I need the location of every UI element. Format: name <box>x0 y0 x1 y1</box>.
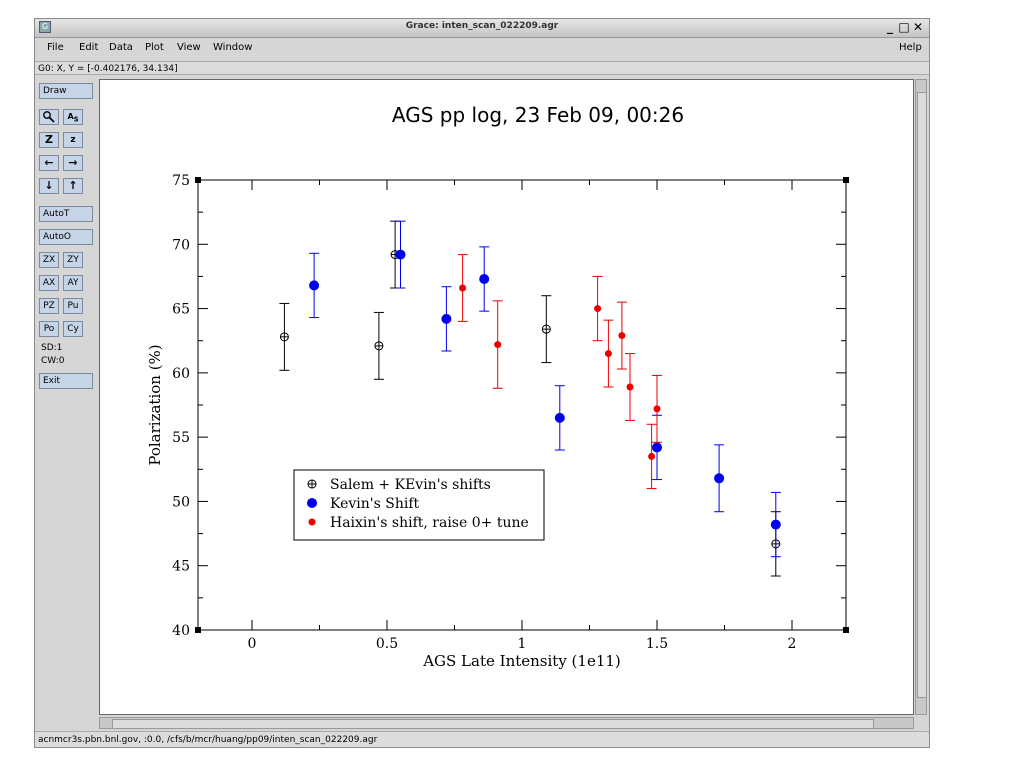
menu-file[interactable]: File <box>47 42 64 53</box>
x-axis-label: AGS Late Intensity (1e11) <box>422 652 621 670</box>
series-2-point <box>594 305 602 313</box>
plot-canvas[interactable]: AGS pp log, 23 Feb 09, 00:26 0 0.5 1 1.5 2 40 4… <box>99 79 914 715</box>
y-axis-label: Polarization (%) <box>146 344 164 465</box>
menu-plot[interactable]: Plot <box>145 42 164 53</box>
zx-button[interactable]: ZX <box>39 252 59 268</box>
ay-button[interactable]: AY <box>63 275 83 291</box>
series-1-point <box>714 473 725 484</box>
x-tick-label: 2 <box>788 636 797 652</box>
autoo-button[interactable]: AutoO <box>39 229 93 245</box>
y-tick-label: 50 <box>172 494 190 510</box>
zy-button[interactable]: ZY <box>63 252 83 268</box>
maximize-icon[interactable]: □ <box>898 20 910 34</box>
x-tick-label: 0.5 <box>376 636 398 652</box>
chart: AGS pp log, 23 Feb 09, 00:26 0 0.5 1 1.5 2 40 4… <box>146 103 849 670</box>
app-icon[interactable]: G <box>39 21 51 33</box>
status-bar: acnmcr3s.pbn.bnl.gov, :0.0, /cfs/b/mcr/h… <box>35 731 929 747</box>
window-title: Grace: inten_scan_022209.agr <box>405 21 559 31</box>
po-button[interactable]: Po <box>39 321 59 337</box>
series-1-point <box>770 519 781 530</box>
menu-help[interactable]: Help <box>899 42 922 53</box>
zoom-icon <box>43 111 55 123</box>
x-tick-label: 1 <box>518 636 527 652</box>
series-1-point <box>479 274 490 284</box>
pz-button[interactable]: PZ <box>39 298 59 314</box>
series-1-point <box>309 280 320 291</box>
autot-button[interactable]: AutoT <box>39 206 93 222</box>
scroll-down-button[interactable]: ↓ <box>39 178 59 194</box>
draw-button[interactable]: Draw <box>39 83 93 99</box>
legend-marker-1 <box>307 498 317 508</box>
minimize-icon[interactable]: _ <box>887 20 893 34</box>
plot-frame <box>197 179 847 631</box>
series-1-point <box>441 313 452 324</box>
x-tick-label: 0 <box>248 636 257 652</box>
chart-title: AGS pp log, 23 Feb 09, 00:26 <box>392 103 684 127</box>
series-2-point <box>653 405 661 413</box>
menu-view[interactable]: View <box>177 42 201 53</box>
current-world-label: CW:0 <box>41 356 65 366</box>
ax-button[interactable]: AX <box>39 275 59 291</box>
set-display-label: SD:1 <box>41 343 63 353</box>
menu-window[interactable]: Window <box>213 42 253 53</box>
horizontal-scrollbar[interactable] <box>99 717 914 729</box>
series-2-point <box>494 341 502 349</box>
y-tick-label: 45 <box>172 559 190 575</box>
series-2-point <box>618 332 626 340</box>
cy-button[interactable]: Cy <box>63 321 83 337</box>
series-1-point <box>554 412 565 423</box>
scroll-right-button[interactable]: → <box>63 155 83 171</box>
menu-bar: File Edit Data Plot View Window Help <box>35 38 929 58</box>
legend-box <box>293 469 545 541</box>
series-1-point <box>395 249 406 260</box>
y-tick-label: 75 <box>172 173 190 189</box>
series-2-point <box>604 350 612 358</box>
locator-bar: G0: X, Y = [-0.402176, 34.134] <box>35 61 929 75</box>
title-bar[interactable]: G Grace: inten_scan_022209.agr _ □ ✕ <box>35 19 929 38</box>
vertical-scrollbar[interactable] <box>915 79 927 715</box>
y-tick-label: 55 <box>172 430 190 446</box>
series-1-point <box>652 442 662 453</box>
series-2-point <box>459 284 467 292</box>
zoom-in-button[interactable]: Z <box>39 132 59 148</box>
legend-label-2: Haixin's shift, raise 0+ tune <box>330 515 529 531</box>
vertical-scroll-thumb[interactable] <box>917 92 927 698</box>
close-icon[interactable]: ✕ <box>912 20 924 34</box>
autoscale-text-button[interactable]: AS <box>63 109 83 125</box>
scroll-up-button[interactable]: ↑ <box>63 178 83 194</box>
legend-label-0: Salem + KEvin's shifts <box>330 477 491 493</box>
pu-button[interactable]: Pu <box>63 298 83 314</box>
legend-label-1: Kevin's Shift <box>330 496 420 512</box>
x-tick-label: 1.5 <box>646 636 668 652</box>
y-tick-label: 40 <box>172 623 190 639</box>
scroll-left-button[interactable]: ← <box>39 155 59 171</box>
y-tick-label: 70 <box>172 237 190 253</box>
horizontal-scroll-thumb[interactable] <box>112 719 874 729</box>
series-2-point <box>648 452 656 460</box>
zoom-button[interactable] <box>39 109 59 125</box>
grace-window: G Grace: inten_scan_022209.agr _ □ ✕ Fil… <box>34 18 930 748</box>
y-tick-label: 65 <box>172 302 190 318</box>
y-tick-label: 60 <box>172 366 190 382</box>
menu-edit[interactable]: Edit <box>79 42 99 53</box>
legend-marker-2 <box>308 518 316 526</box>
exit-button[interactable]: Exit <box>39 373 93 389</box>
autoscale-text-icon: AS <box>67 112 79 124</box>
menu-data[interactable]: Data <box>109 42 133 53</box>
series-2-point <box>626 383 634 391</box>
zoom-out-button[interactable]: z <box>63 132 83 148</box>
